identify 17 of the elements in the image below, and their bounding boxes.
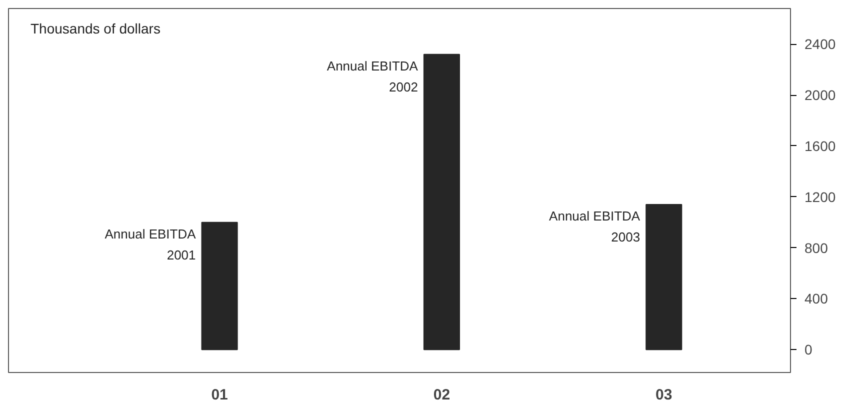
y-tick-label: 2000 (804, 87, 836, 104)
y-tick-label: 2400 (804, 36, 836, 52)
annotation: Annual EBITDA 2002 (326, 58, 418, 94)
x-tick-label: 02 (433, 386, 450, 403)
annotation: Annual EBITDA 2003 (549, 208, 640, 244)
bar (646, 204, 682, 350)
y-tick-label: 800 (804, 240, 828, 256)
bar (423, 54, 460, 350)
bar (201, 222, 238, 350)
x-tick-label: 03 (656, 386, 672, 403)
x-tick-label: 01 (211, 386, 228, 403)
y-axis-title: Thousands of dollars (30, 20, 160, 36)
y-tick-label: 1200 (804, 188, 836, 205)
y-tick-label: 400 (804, 290, 828, 307)
annotation: Annual EBITDA 2001 (104, 226, 196, 262)
y-tick-label: 1600 (804, 138, 836, 154)
y-tick-label: 0 (804, 342, 812, 358)
